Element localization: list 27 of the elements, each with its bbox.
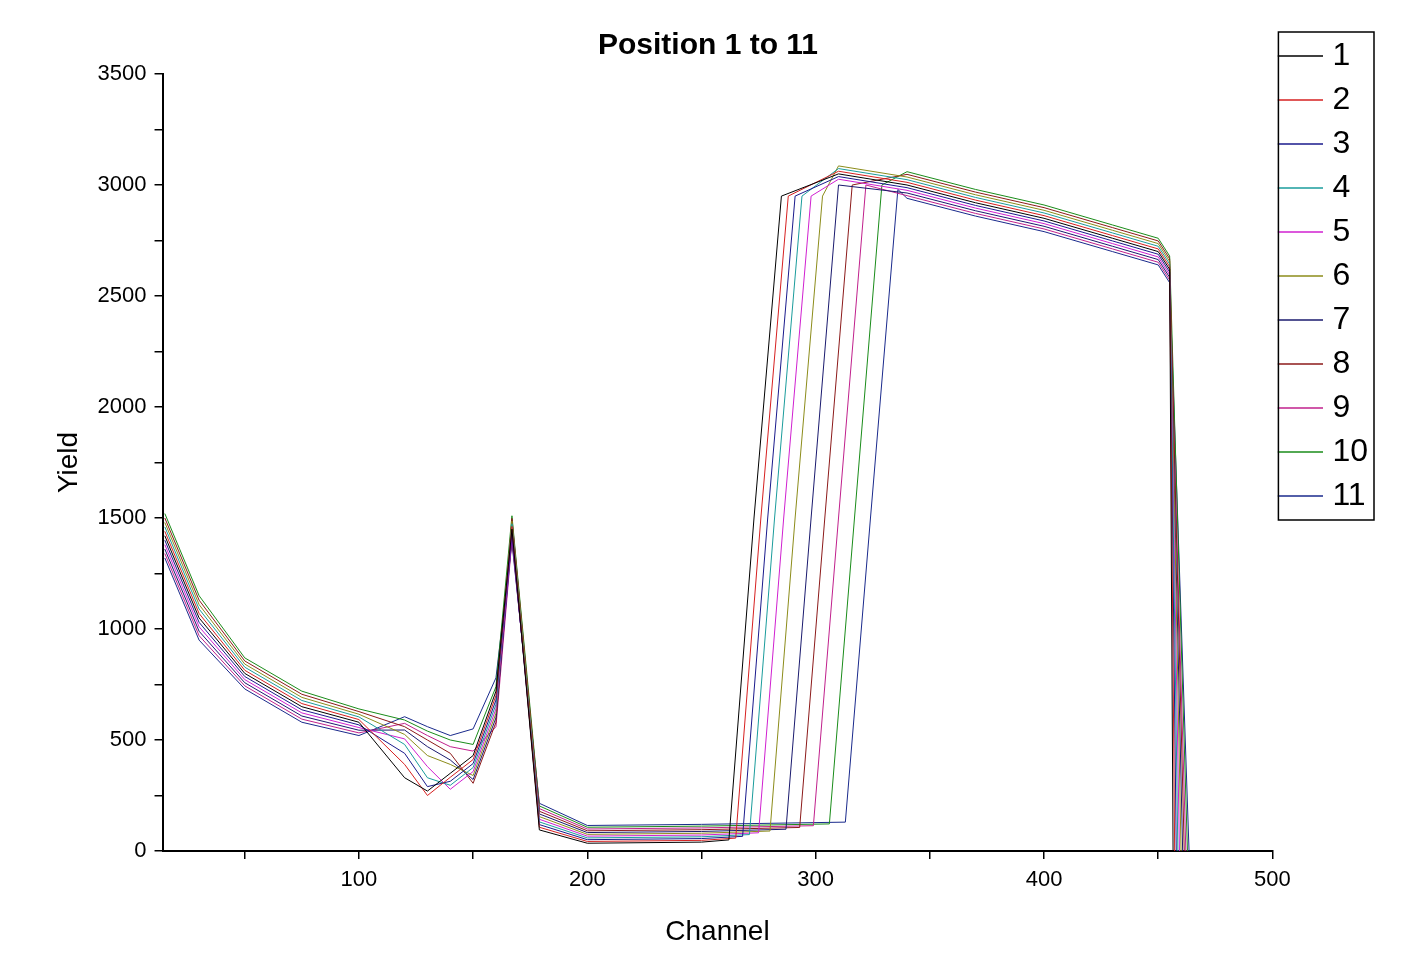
legend-label: 7 — [1332, 299, 1351, 336]
legend-label: 8 — [1332, 343, 1351, 380]
legend-label: 3 — [1332, 123, 1351, 160]
legend-label: 10 — [1332, 431, 1368, 468]
y-tick-label: 1000 — [97, 615, 147, 641]
legend-label: 1 — [1332, 35, 1351, 72]
y-tick-label: 1500 — [97, 504, 147, 530]
x-tick-label: 100 — [340, 866, 378, 892]
y-tick-label: 2000 — [97, 393, 147, 419]
legend-label: 4 — [1332, 167, 1351, 204]
legend-label: 2 — [1332, 79, 1351, 116]
y-tick-label: 3500 — [97, 60, 147, 86]
legend-label: 6 — [1332, 255, 1351, 292]
x-tick-label: 200 — [568, 866, 606, 892]
legend-label: 11 — [1332, 475, 1366, 512]
legend-label: 5 — [1332, 211, 1351, 248]
y-tick-label: 3000 — [97, 171, 147, 197]
y-tick-label: 500 — [109, 726, 147, 752]
chart-title: Position 1 to 11 — [597, 27, 819, 61]
y-tick-label: 0 — [134, 837, 147, 863]
y-tick-label: 2500 — [97, 282, 147, 308]
x-axis-title: Channel — [665, 914, 770, 946]
x-tick-label: 300 — [797, 866, 835, 892]
legend-label: 9 — [1332, 387, 1351, 424]
x-tick-label: 500 — [1254, 866, 1291, 892]
x-tick-label: 400 — [1025, 866, 1063, 892]
y-axis-title: Yield — [51, 431, 83, 494]
